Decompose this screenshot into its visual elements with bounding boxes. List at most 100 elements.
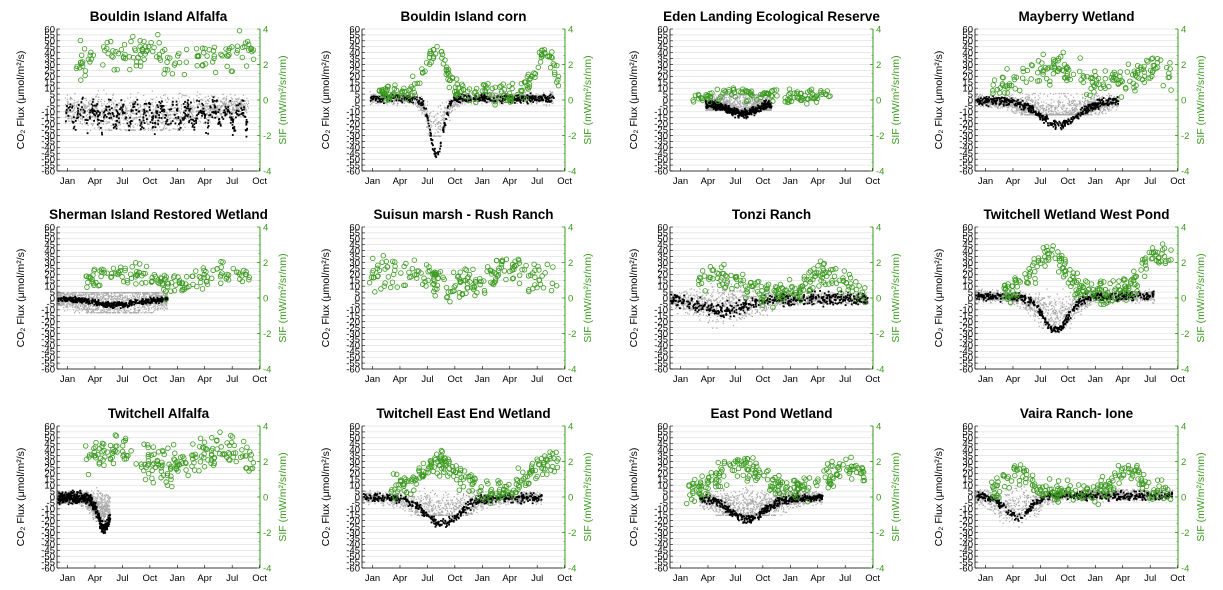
flux-gray-point — [500, 99, 502, 101]
flux-daytime-point — [213, 104, 216, 107]
flux-daytime-point — [140, 122, 143, 125]
flux-gray-point — [75, 116, 78, 118]
flux-gray-point — [140, 116, 142, 118]
flux-gray-point — [489, 100, 491, 103]
flux-gray-point — [193, 98, 195, 100]
flux-gray-point — [207, 99, 209, 101]
flux-gray-point — [198, 97, 200, 99]
flux-gray-point — [71, 103, 73, 105]
flux-daytime-point — [159, 107, 162, 110]
flux-daytime-point — [211, 116, 214, 119]
flux-gray-point — [129, 96, 132, 99]
flux-gray-point — [470, 95, 472, 98]
flux-gray-point — [178, 101, 181, 103]
flux-gray-point — [239, 105, 241, 107]
flux-daytime-point — [208, 114, 211, 117]
flux-gray-point — [205, 113, 207, 115]
flux-gray-point — [188, 104, 190, 106]
flux-gray-point — [64, 103, 67, 106]
sif-point — [142, 43, 149, 50]
flux-gray-point — [167, 108, 170, 111]
flux-gray-point — [150, 114, 152, 116]
flux-gray-point — [205, 109, 207, 111]
flux-daytime-point — [181, 117, 184, 120]
flux-gray-point — [106, 103, 108, 105]
flux-gray-point — [134, 129, 136, 131]
flux-gray-point — [79, 122, 81, 124]
flux-daytime-point — [156, 104, 159, 107]
flux-gray-point — [179, 126, 181, 128]
flux-gray-point — [447, 99, 449, 101]
sif-point — [226, 45, 233, 52]
flux-daytime-point — [145, 114, 147, 117]
flux-gray-point — [432, 122, 434, 124]
flux-gray-point — [112, 93, 115, 95]
flux-gray-point — [139, 125, 141, 128]
flux-gray-point — [193, 100, 195, 102]
flux-daytime-point — [184, 109, 187, 112]
flux-gray-point — [221, 106, 223, 108]
flux-gray-point — [153, 114, 155, 116]
flux-gray-point — [436, 117, 438, 119]
flux-daytime-point — [442, 126, 445, 129]
flux-daytime-point — [143, 111, 146, 114]
flux-gray-point — [196, 110, 198, 112]
flux-gray-point — [369, 91, 371, 93]
sif-point — [78, 77, 84, 83]
sif-point — [236, 28, 243, 34]
flux-gray-point — [222, 93, 224, 95]
flux-gray-point — [79, 116, 81, 118]
flux-gray-point — [141, 108, 143, 111]
flux-gray-point — [147, 127, 150, 129]
flux-gray-point — [139, 115, 141, 118]
flux-gray-point — [220, 107, 222, 109]
flux-gray-point — [176, 103, 179, 105]
flux-gray-point — [228, 101, 231, 103]
flux-daytime-point — [97, 114, 100, 117]
flux-daytime-point — [369, 99, 372, 102]
sif-point — [154, 54, 160, 60]
flux-gray-point — [225, 103, 227, 105]
flux-gray-point — [78, 111, 80, 113]
flux-gray-point — [198, 103, 200, 106]
flux-gray-point — [179, 116, 181, 118]
flux-daytime-point — [230, 112, 233, 115]
flux-daytime-point — [114, 125, 117, 128]
flux-gray-point — [143, 94, 145, 97]
flux-gray-point — [69, 120, 71, 122]
flux-gray-point — [86, 129, 88, 131]
flux-daytime-point — [130, 109, 133, 111]
flux-gray-point — [157, 124, 159, 126]
flux-gray-point — [528, 102, 530, 104]
flux-gray-point — [189, 110, 192, 113]
flux-gray-point — [143, 107, 146, 110]
flux-gray-point — [392, 99, 395, 101]
flux-daytime-point — [187, 99, 189, 102]
flux-gray-point — [112, 94, 114, 96]
flux-gray-point — [130, 93, 132, 95]
flux-gray-point — [177, 129, 179, 131]
flux-daytime-point — [245, 121, 248, 123]
flux-daytime-point — [76, 117, 78, 120]
sif-point — [243, 63, 250, 69]
flux-daytime-point — [499, 100, 502, 103]
x-tick-label: Apr — [502, 176, 517, 187]
flux-gray-point — [102, 123, 105, 125]
flux-gray-point — [74, 106, 76, 108]
flux-daytime-point — [158, 116, 161, 119]
flux-daytime-point — [123, 112, 126, 115]
flux-gray-point — [374, 94, 377, 96]
flux-gray-point — [220, 101, 222, 103]
flux-gray-point — [184, 95, 186, 97]
flux-gray-point — [171, 105, 173, 107]
sif-point — [172, 60, 178, 66]
flux-gray-point — [219, 107, 221, 109]
flux-daytime-point — [423, 107, 426, 110]
flux-daytime-point — [372, 95, 374, 98]
flux-gray-point — [97, 102, 99, 104]
flux-gray-point — [89, 108, 91, 110]
flux-gray-point — [226, 112, 229, 114]
flux-gray-point — [216, 107, 218, 109]
flux-gray-point — [206, 113, 208, 115]
